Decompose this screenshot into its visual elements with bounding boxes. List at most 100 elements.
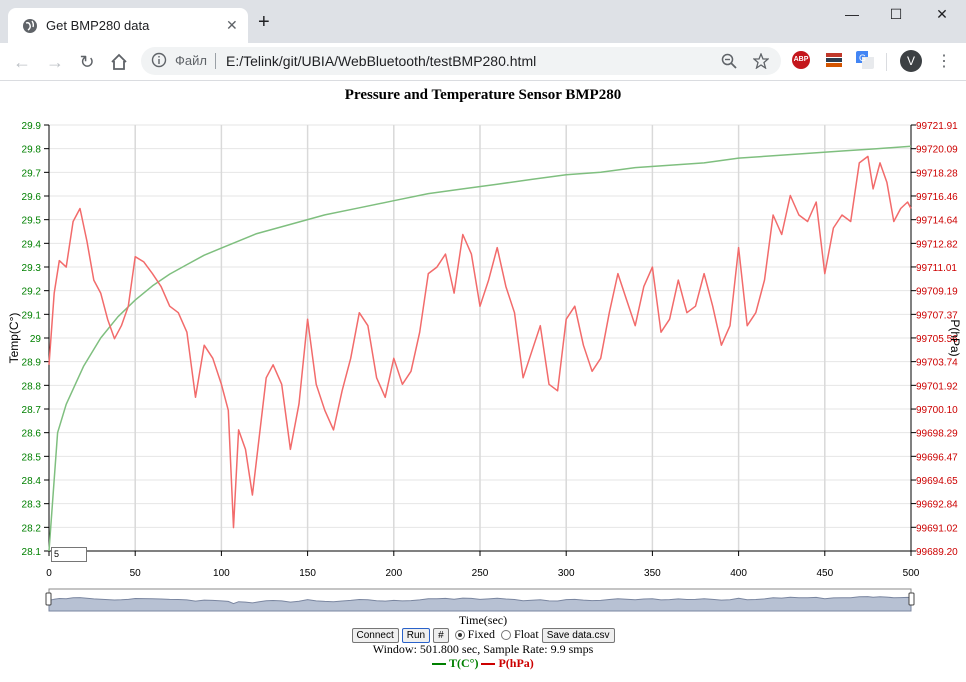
fixed-radio-label: Fixed xyxy=(467,627,496,641)
right-tick-label: 99712.82 xyxy=(916,239,958,250)
left-tick-label: 29.3 xyxy=(22,263,42,274)
x-tick-label: 400 xyxy=(730,568,747,579)
temperature-line xyxy=(48,145,912,552)
reload-icon[interactable]: ↻ xyxy=(79,52,95,72)
left-tick-label: 29.6 xyxy=(22,192,42,203)
new-tab-button[interactable]: + xyxy=(258,11,270,33)
left-tick-label: 29.5 xyxy=(22,216,42,227)
extension-icon[interactable] xyxy=(825,51,843,69)
right-tick-label: 99694.65 xyxy=(916,476,958,487)
legend-pressure-swatch xyxy=(481,663,496,666)
chart-title: Pressure and Temperature Sensor BMP280 xyxy=(344,87,622,103)
right-tick-label: 99711.01 xyxy=(916,263,957,274)
connect-button[interactable]: Connect xyxy=(351,627,399,643)
right-tick-label: 99698.29 xyxy=(916,429,958,440)
right-tick-label: 99718.28 xyxy=(916,168,958,179)
forward-icon[interactable]: → xyxy=(46,52,64,72)
browser-tab[interactable]: Get BMP280 data ✕ xyxy=(8,8,248,43)
x-tick-label: 0 xyxy=(46,568,52,579)
browser-toolbar: ← → ↻ Файл E:/Telink/git/UBIA/WebBluetoo… xyxy=(0,43,966,81)
url-text[interactable]: E:/Telink/git/UBIA/WebBluetooth/testBMP2… xyxy=(226,53,537,69)
info-icon[interactable] xyxy=(151,52,167,68)
avatar[interactable]: V xyxy=(900,50,922,72)
left-tick-label: 29 xyxy=(30,334,42,345)
left-tick-label: 29.2 xyxy=(22,287,42,298)
tab-title: Get BMP280 data xyxy=(46,18,150,33)
left-tick-label: 28.1 xyxy=(22,547,42,558)
brush-handle-right xyxy=(908,592,915,606)
right-tick-label: 99716.46 xyxy=(916,192,958,203)
home-icon[interactable] xyxy=(109,52,129,72)
omnibox-separator xyxy=(215,53,216,69)
adblock-label: ABP xyxy=(793,56,809,63)
legend-temp-label: T(C°) xyxy=(449,656,479,670)
right-tick-label: 99696.47 xyxy=(916,452,958,463)
save-button[interactable]: Save data.csv xyxy=(541,627,615,643)
right-tick-label: 99707.37 xyxy=(916,310,958,321)
svg-text:G: G xyxy=(859,53,866,63)
brush-handle-left xyxy=(45,592,52,606)
fixed-radio[interactable] xyxy=(454,630,465,641)
minimize-icon[interactable]: — xyxy=(845,6,859,22)
page-content: Pressure and Temperature Sensor BMP280 2… xyxy=(0,81,966,682)
globe-icon xyxy=(23,19,37,33)
left-tick-label: 28.8 xyxy=(22,381,42,392)
menu-icon[interactable]: ⋮ xyxy=(936,53,952,70)
chart-svg: 28.1 28.2 28.3 28.4 28.5 28.6 28.7 28.8 28.9 29 29… xyxy=(7,121,962,612)
left-tick-label: 28.9 xyxy=(22,358,42,369)
left-tick-label: 28.3 xyxy=(22,500,42,511)
right-tick-label: 99720.09 xyxy=(916,145,958,156)
x-tick-label: 450 xyxy=(816,568,833,579)
adblock-icon[interactable]: ABP xyxy=(792,51,810,69)
x-tick-label: 150 xyxy=(299,568,316,579)
tab-close-icon[interactable]: ✕ xyxy=(226,17,238,33)
toolbar-separator xyxy=(886,53,887,71)
x-tick-label: 500 xyxy=(903,568,920,579)
close-window-icon[interactable]: ✕ xyxy=(936,6,948,22)
x-tick-label: 200 xyxy=(385,568,402,579)
pressure-line xyxy=(48,155,912,529)
left-axis-title: Temp(C°) xyxy=(7,313,21,364)
float-radio[interactable] xyxy=(501,630,512,641)
window-input[interactable]: 5 xyxy=(51,547,87,562)
right-tick-label: 99703.74 xyxy=(916,358,958,369)
right-tick-label: 99689.20 xyxy=(916,547,958,558)
legend-temp-swatch xyxy=(432,663,447,666)
left-tick-label: 29.1 xyxy=(22,310,42,321)
left-tick-label: 28.6 xyxy=(22,429,42,440)
x-axis-title: Time(sec) xyxy=(458,613,508,627)
status-text: Window: 501.800 sec, Sample Rate: 9.9 sm… xyxy=(372,642,594,656)
controls-row: Connect Run # Fixed Float Save data.csv xyxy=(0,627,966,643)
right-tick-label: 99721.91 xyxy=(916,121,958,132)
zoom-icon[interactable] xyxy=(721,53,737,69)
browser-titlebar: Get BMP280 data ✕ + — ☐ ✕ xyxy=(0,0,966,43)
right-tick-label: 99691.02 xyxy=(916,523,958,534)
left-tick-label: 28.5 xyxy=(22,452,42,463)
maximize-icon[interactable]: ☐ xyxy=(889,6,903,22)
star-icon[interactable] xyxy=(753,53,769,69)
x-tick-label: 250 xyxy=(472,568,489,579)
back-icon[interactable]: ← xyxy=(13,52,31,72)
right-tick-label: 99714.64 xyxy=(916,216,958,227)
right-tick-label: 99700.10 xyxy=(916,405,958,416)
hash-button[interactable]: # xyxy=(433,627,449,643)
left-tick-label: 29.9 xyxy=(22,121,42,132)
translate-icon[interactable]: G xyxy=(856,51,874,69)
x-tick-label: 100 xyxy=(213,568,230,579)
right-tick-label: 99705.56 xyxy=(916,334,958,345)
x-tick-label: 50 xyxy=(130,568,142,579)
x-tick-label: 350 xyxy=(644,568,661,579)
right-tick-label: 99692.84 xyxy=(916,500,958,511)
left-tick-label: 28.2 xyxy=(22,523,42,534)
float-radio-label: Float xyxy=(514,627,539,641)
left-tick-label: 29.8 xyxy=(22,145,42,156)
right-tick-label: 99709.19 xyxy=(916,287,958,298)
chart-legend: T(C°) P(hPa) xyxy=(0,656,966,671)
brush-area xyxy=(48,596,912,612)
right-tick-label: 99701.92 xyxy=(916,381,958,392)
run-button[interactable]: Run xyxy=(401,627,431,643)
omnibox-scheme-label: Файл xyxy=(175,53,207,68)
left-tick-label: 29.4 xyxy=(22,239,42,250)
x-tick-label: 300 xyxy=(558,568,575,579)
address-bar[interactable]: Файл E:/Telink/git/UBIA/WebBluetooth/tes… xyxy=(141,47,781,75)
